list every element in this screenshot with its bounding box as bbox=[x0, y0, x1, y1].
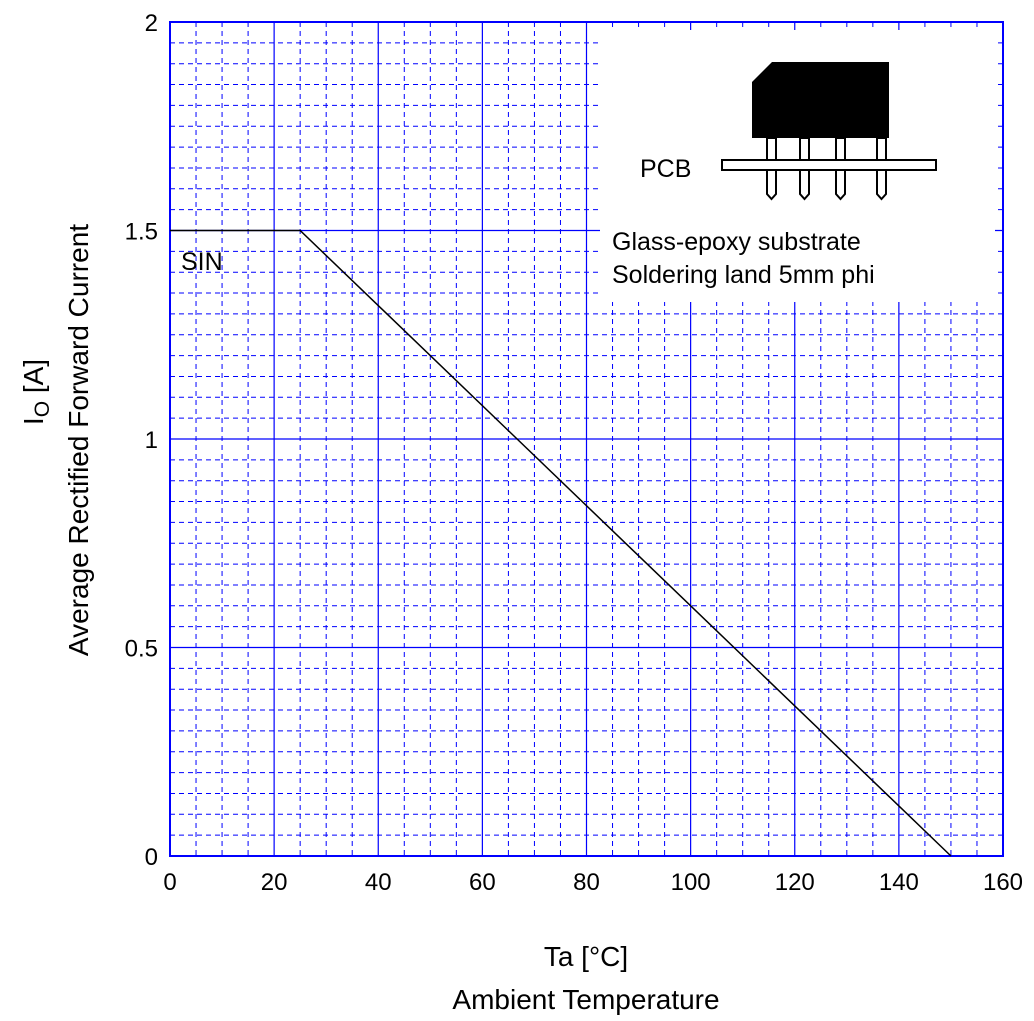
x-tick-label: 40 bbox=[365, 869, 392, 896]
y-tick-label: 0 bbox=[145, 844, 158, 871]
x-tick-label: 80 bbox=[573, 869, 600, 896]
package-pins bbox=[766, 137, 887, 201]
y-tick-label: 1.5 bbox=[125, 219, 158, 246]
substrate-note-line1: Glass-epoxy substrate bbox=[612, 228, 861, 256]
y-axis-symbol-subscript: O bbox=[31, 401, 54, 417]
y-axis-title-line2: Average Rectified Forward Current bbox=[63, 224, 94, 656]
y-axis-title-line1: IO [A] bbox=[18, 359, 54, 425]
y-axis-unit: [A] bbox=[18, 359, 49, 401]
x-tick-label: 60 bbox=[469, 869, 496, 896]
x-tick-label: 160 bbox=[983, 869, 1023, 896]
plot-frame bbox=[169, 21, 1004, 857]
x-tick-label: 20 bbox=[261, 869, 288, 896]
series-label-sin: SIN bbox=[181, 248, 223, 276]
x-axis-title-line1: Ta [°C] bbox=[544, 941, 628, 972]
package-body bbox=[752, 62, 889, 138]
package-illustration: PCB Glass-epoxy substrate Soldering land… bbox=[600, 30, 995, 302]
y-tick-labels: 0 0.5 1 1.5 2 bbox=[125, 10, 158, 871]
pcb-label: PCB bbox=[640, 155, 691, 183]
y-tick-label: 2 bbox=[145, 10, 158, 37]
y-tick-label: 1 bbox=[145, 427, 158, 454]
x-axis-title-line2: Ambient Temperature bbox=[452, 984, 719, 1015]
series-line-sin bbox=[170, 229, 952, 857]
series-layer bbox=[170, 229, 952, 857]
x-tick-label: 0 bbox=[163, 869, 176, 896]
y-axis-symbol: I bbox=[18, 417, 49, 425]
substrate-note-line2: Soldering land 5mm phi bbox=[612, 261, 875, 289]
x-tick-labels: 0 20 40 60 80 100 120 140 160 bbox=[163, 869, 1023, 896]
y-tick-label: 0.5 bbox=[125, 636, 158, 663]
x-tick-label: 140 bbox=[879, 869, 919, 896]
pcb-board bbox=[721, 159, 937, 171]
x-tick-label: 100 bbox=[671, 869, 711, 896]
x-tick-label: 120 bbox=[775, 869, 815, 896]
